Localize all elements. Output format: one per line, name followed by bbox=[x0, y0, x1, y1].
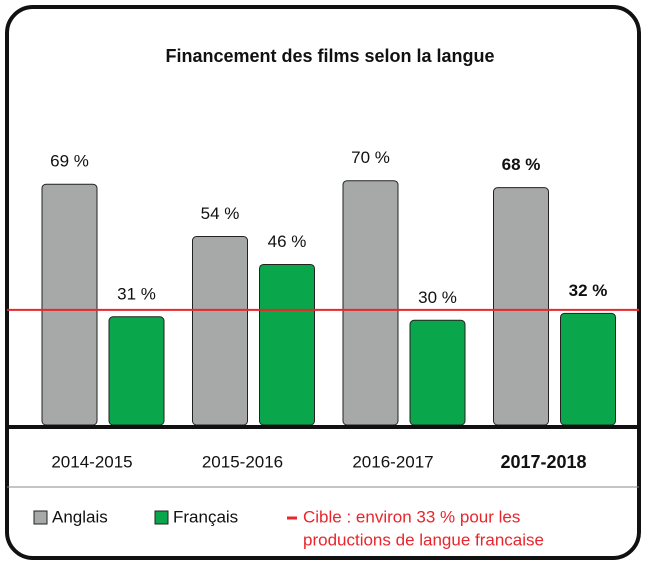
x-tick-label: 2017-2018 bbox=[500, 452, 586, 472]
legend-swatch bbox=[33, 510, 48, 525]
bar bbox=[493, 187, 549, 426]
bar bbox=[259, 263, 315, 426]
x-tick-label: 2016-2017 bbox=[352, 452, 433, 471]
chart-title: Financement des films selon la langue bbox=[165, 46, 494, 66]
frame bbox=[5, 5, 641, 560]
value-label: 69 % bbox=[50, 152, 89, 171]
bar bbox=[108, 316, 165, 426]
bar bbox=[192, 236, 248, 426]
value-label: 30 % bbox=[418, 288, 457, 307]
value-label: 70 % bbox=[351, 148, 390, 167]
bar bbox=[409, 319, 466, 426]
value-label: 31 % bbox=[117, 284, 156, 303]
x-tick-label: 2014-2015 bbox=[51, 452, 132, 471]
bar bbox=[41, 183, 98, 426]
x-tick-label: 2015-2016 bbox=[202, 452, 283, 471]
legend-target-label: Cible : environ 33 % pour les bbox=[303, 507, 520, 526]
legend-label: Anglais bbox=[52, 507, 108, 526]
legend-target-label: productions de langue francaise bbox=[303, 530, 544, 549]
value-label: 54 % bbox=[201, 204, 240, 223]
bar bbox=[560, 312, 616, 426]
value-label: 68 % bbox=[502, 155, 541, 174]
bar bbox=[342, 180, 399, 426]
value-label: 32 % bbox=[569, 281, 608, 300]
value-label: 46 % bbox=[268, 232, 307, 251]
legend-swatch bbox=[154, 510, 169, 525]
legend-label: Français bbox=[173, 507, 238, 526]
